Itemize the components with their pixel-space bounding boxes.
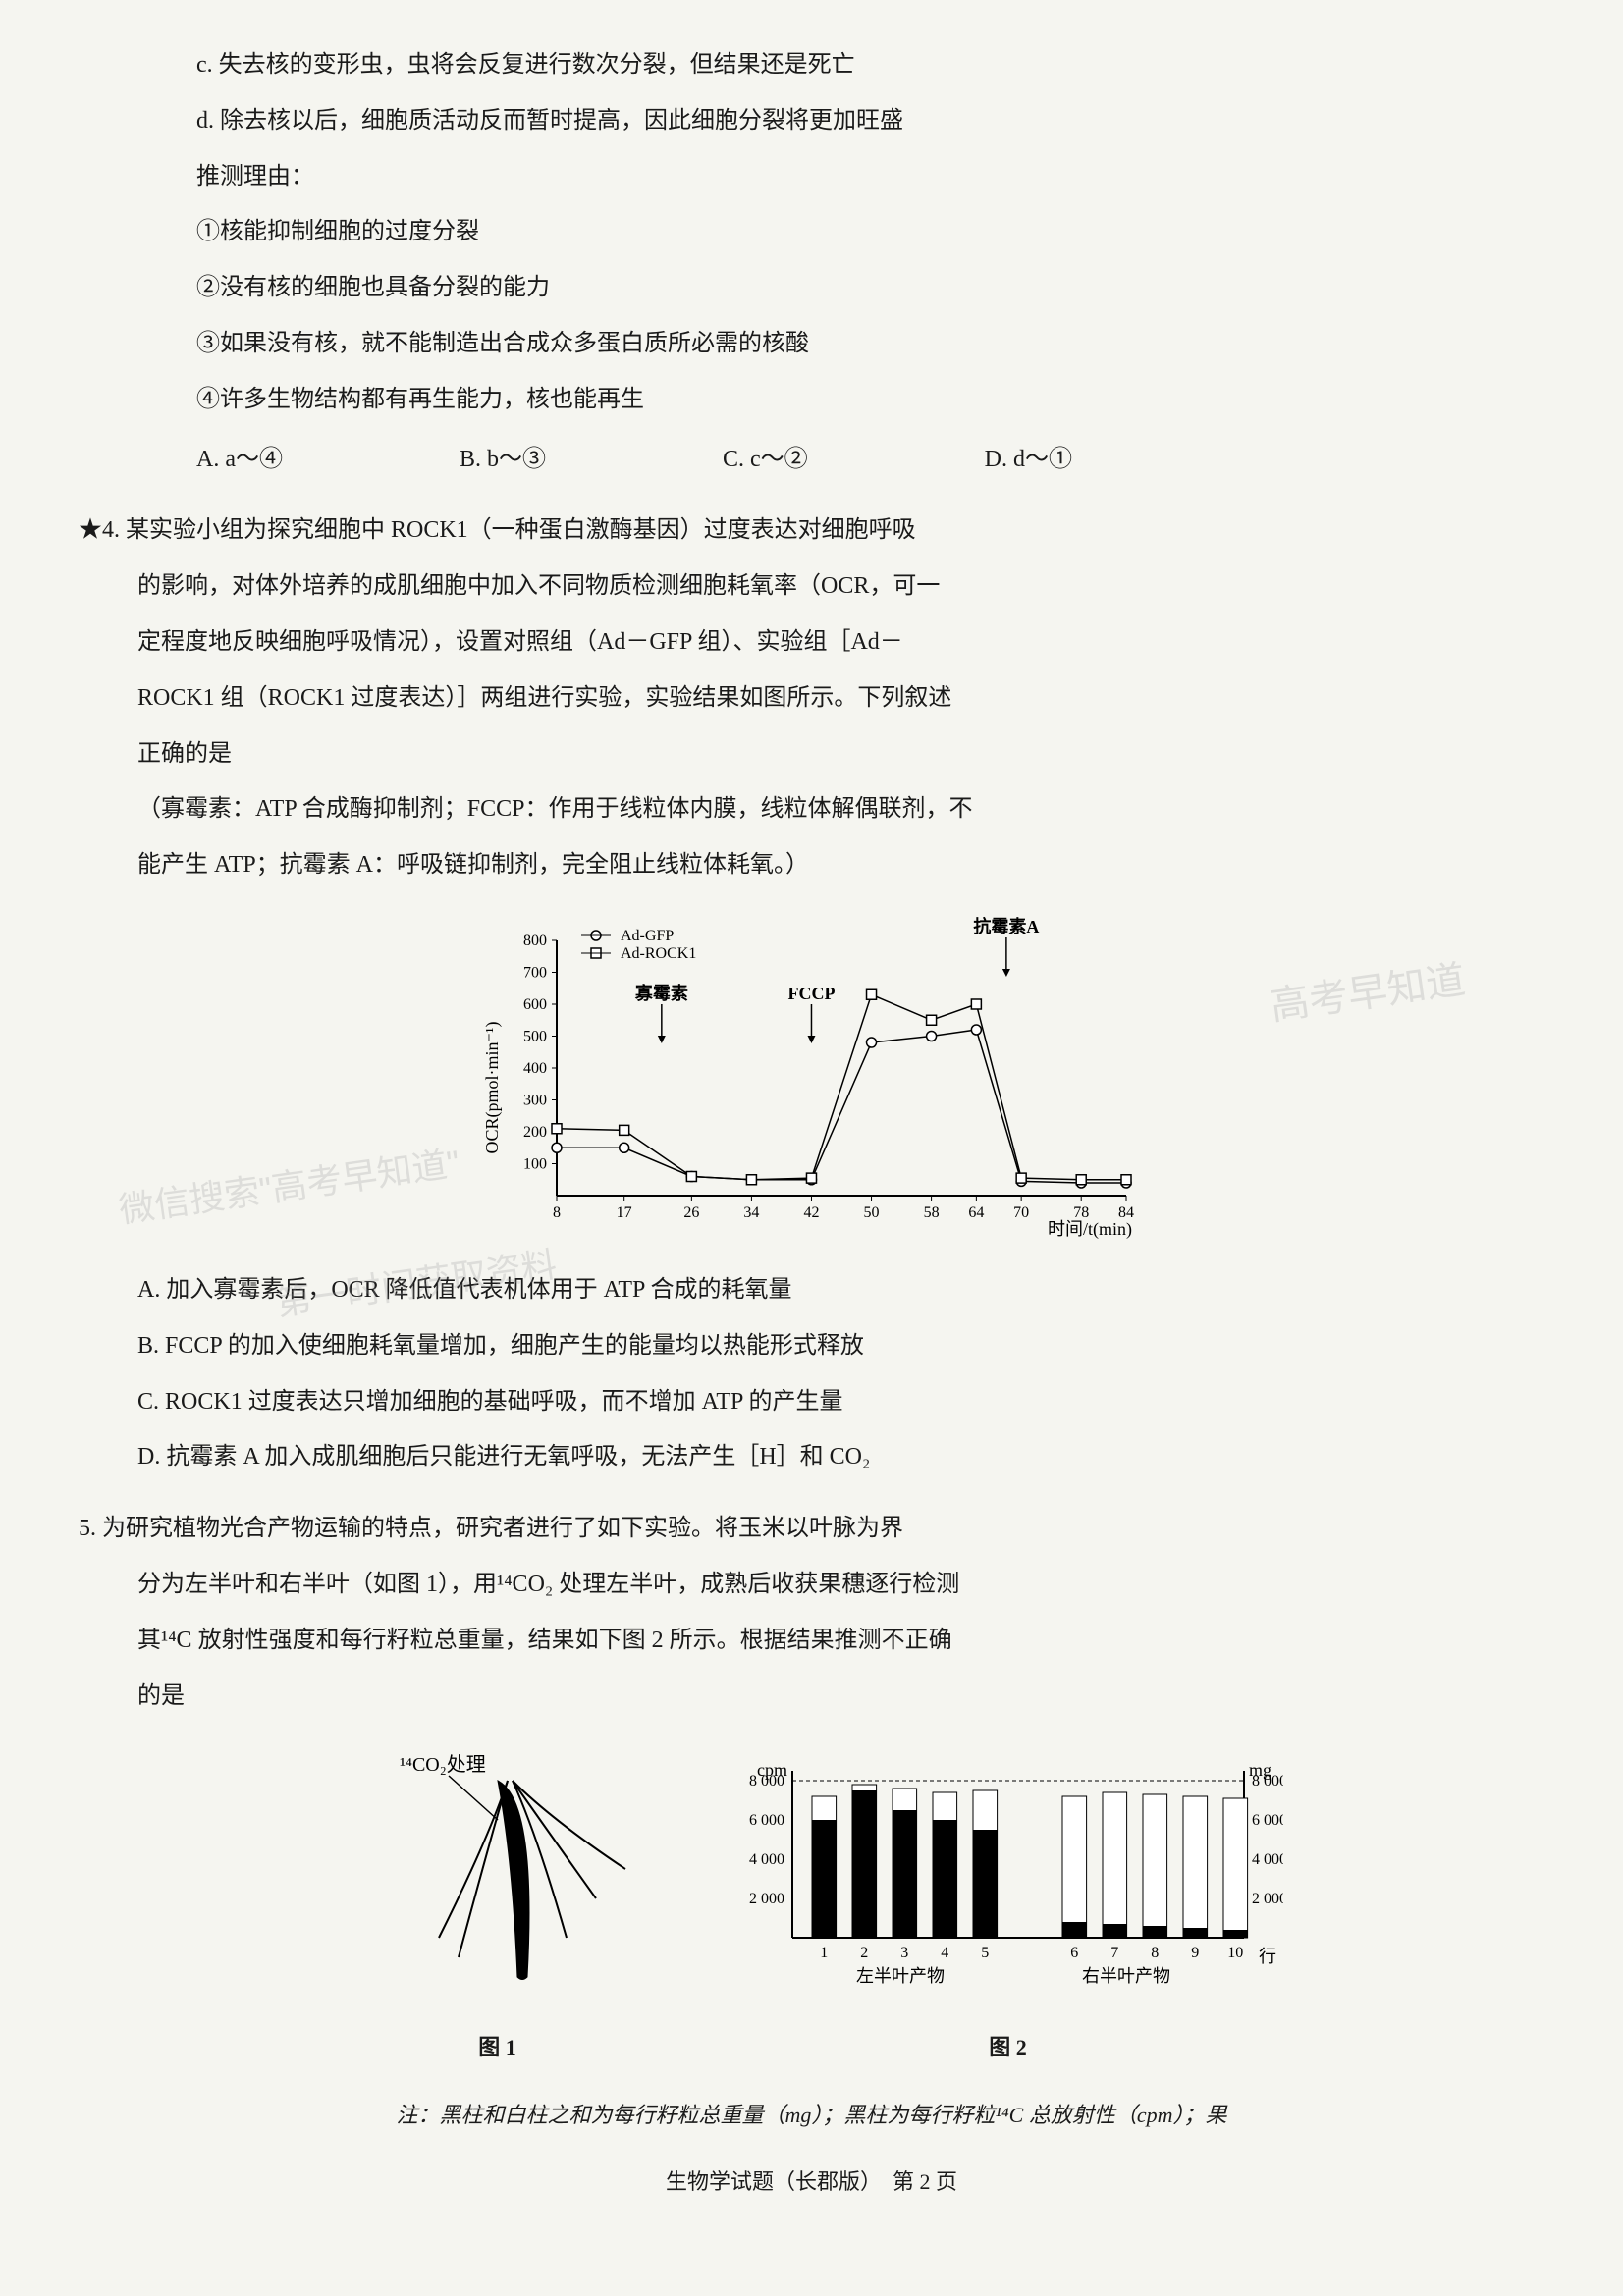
svg-text:400: 400 [523,1060,547,1077]
q5-line2: 分为左半叶和右半叶（如图 1），用¹⁴CO₂ 处理左半叶，成熟后收获果穗逐行检测 [79,1559,1544,1611]
svg-text:34: 34 [743,1204,759,1221]
svg-text:5: 5 [981,1945,989,1961]
q4-line2: 的影响，对体外培养的成肌细胞中加入不同物质检测细胞耗氧率（OCR，可一 [79,561,1544,613]
opt-A: A. a～④ [196,434,283,486]
x-axis-label: 时间/t(min) [1048,1219,1132,1240]
question-5: 5. 为研究植物光合产物运输的特点，研究者进行了如下实验。将玉米以叶脉为界 分为… [79,1503,1544,2139]
opt-D: D. d～① [985,434,1072,486]
q4-optD: D. 抗霉素 A 加入成肌细胞后只能进行无氧呼吸，无法产生［H］和 CO₂ [79,1431,1544,1483]
q4-line3: 定程度地反映细胞呼吸情况），设置对照组（Ad－GFP 组）、实验组［Ad－ [79,616,1544,668]
q3-options: A. a～④ B. b～③ C. c～② D. d～① [79,434,1544,486]
chart-legend: Ad-GFP Ad-ROCK1 [581,928,696,962]
svg-text:寡霉素: 寡霉素 [633,983,687,1003]
fig2-label: 图 2 [733,2024,1283,2071]
svg-text:500: 500 [523,1028,547,1044]
ocr-chart: 100 200 300 400 500 600 700 800 8 17 26 34 42 50 58 64… [459,911,1165,1245]
svg-text:Ad-GFP: Ad-GFP [621,928,674,944]
svg-text:8: 8 [1151,1945,1159,1961]
svg-text:10: 10 [1227,1945,1243,1961]
q5-line4: 的是 [79,1671,1544,1723]
svg-text:800: 800 [523,933,547,949]
svg-text:3: 3 [900,1945,908,1961]
svg-text:8 000: 8 000 [1252,1773,1283,1789]
reason-label: 推测理由： [79,151,1544,203]
figure-1: ¹⁴CO₂处理 图 1 [341,1741,655,2071]
y-axis-label: OCR(pmol·min⁻¹) [482,1022,503,1154]
fig1-annotation: ¹⁴CO₂处理 [400,1753,486,1776]
opt-B: B. b～③ [460,434,546,486]
q4-optA: A. 加入寡霉素后，OCR 降低值代表机体用于 ATP 合成的耗氧量 [79,1264,1544,1316]
option-d: d. 除去核以后，细胞质活动反而暂时提高，因此细胞分裂将更加旺盛 [79,95,1544,147]
svg-text:6 000: 6 000 [749,1812,784,1829]
q4-line1: 某实验小组为探究细胞中 ROCK1（一种蛋白激酶基因）过度表达对细胞呼吸 [126,517,916,543]
svg-text:6: 6 [1070,1945,1078,1961]
fig2-group-right: 右半叶产物 [1082,1966,1170,1986]
svg-text:抗霉素A: 抗霉素A [973,916,1039,936]
svg-text:4 000: 4 000 [749,1851,784,1868]
reason-3: ③如果没有核，就不能制造出合成众多蛋白质所必需的核酸 [79,318,1544,370]
q4-line4: ROCK1 组（ROCK1 过度表达）］两组进行实验，实验结果如图所示。下列叙述 [79,672,1544,724]
figure-note: 注：黑柱和白柱之和为每行籽粒总重量（mg）；黑柱为每行籽粒¹⁴C 总放射性（cp… [79,2092,1544,2139]
q4-line5: 正确的是 [79,728,1544,780]
q5-number: 5. [79,1516,96,1541]
svg-text:300: 300 [523,1092,547,1108]
svg-text:7: 7 [1110,1945,1118,1961]
svg-text:42: 42 [803,1204,819,1221]
watermark-2: 微信搜索"高考早知道" [114,1124,464,1249]
fig2-xlabel-right: 行 [1259,1947,1276,1966]
q4-line7: 能产生 ATP；抗霉素 A：呼吸链抑制剂，完全阻止线粒体耗氧。） [79,839,1544,891]
q4-optB: B. FCCP 的加入使细胞耗氧量增加，细胞产生的能量均以热能形式释放 [79,1320,1544,1372]
svg-text:58: 58 [923,1204,939,1221]
fig2-group-left: 左半叶产物 [856,1966,945,1986]
reason-2: ②没有核的细胞也具备分裂的能力 [79,262,1544,314]
svg-text:8: 8 [553,1204,561,1221]
svg-text:17: 17 [616,1204,631,1221]
svg-text:4 000: 4 000 [1252,1851,1283,1868]
svg-text:100: 100 [523,1155,547,1172]
svg-text:Ad-ROCK1: Ad-ROCK1 [621,945,696,962]
fig1-label: 图 1 [341,2024,655,2071]
svg-text:700: 700 [523,964,547,981]
q4-number: ★4. [79,517,120,543]
svg-text:6 000: 6 000 [1252,1812,1283,1829]
svg-text:50: 50 [863,1204,879,1221]
svg-text:2 000: 2 000 [749,1891,784,1907]
svg-text:600: 600 [523,996,547,1013]
option-c: c. 失去核的变形虫，虫将会反复进行数次分裂，但结果还是死亡 [79,39,1544,91]
svg-text:2 000: 2 000 [1252,1891,1283,1907]
figure-2: cpm mg 2 0002 0004 0004 0006 0006 0008 0… [733,1741,1283,2071]
reason-4: ④许多生物结构都有再生能力，核也能再生 [79,374,1544,426]
page-footer: 生物学试题（长郡版） 第 2 页 [79,2159,1544,2206]
watermark-1: 高考早知道 [1265,936,1471,1049]
q4-optC: C. ROCK1 过度表达只增加细胞的基础呼吸，而不增加 ATP 的产生量 [79,1376,1544,1428]
question-4: ★4. 某实验小组为探究细胞中 ROCK1（一种蛋白激酶基因）过度表达对细胞呼吸… [79,505,1544,1483]
reason-1: ①核能抑制细胞的过度分裂 [79,206,1544,258]
svg-text:26: 26 [683,1204,699,1221]
svg-text:4: 4 [941,1945,948,1961]
svg-text:2: 2 [860,1945,868,1961]
svg-text:9: 9 [1191,1945,1199,1961]
q5-line1: 为研究植物光合产物运输的特点，研究者进行了如下实验。将玉米以叶脉为界 [102,1516,903,1541]
svg-text:64: 64 [968,1204,984,1221]
q5-line3: 其¹⁴C 放射性强度和每行籽粒总重量，结果如下图 2 所示。根据结果推测不正确 [79,1615,1544,1667]
q4-line6: （寡霉素：ATP 合成酶抑制剂；FCCP：作用于线粒体内膜，线粒体解偶联剂，不 [79,783,1544,835]
svg-text:1: 1 [820,1945,828,1961]
svg-text:70: 70 [1013,1204,1029,1221]
svg-text:8 000: 8 000 [749,1773,784,1789]
svg-text:200: 200 [523,1124,547,1141]
svg-text:FCCP: FCCP [787,984,835,1003]
opt-C: C. c～② [723,434,808,486]
